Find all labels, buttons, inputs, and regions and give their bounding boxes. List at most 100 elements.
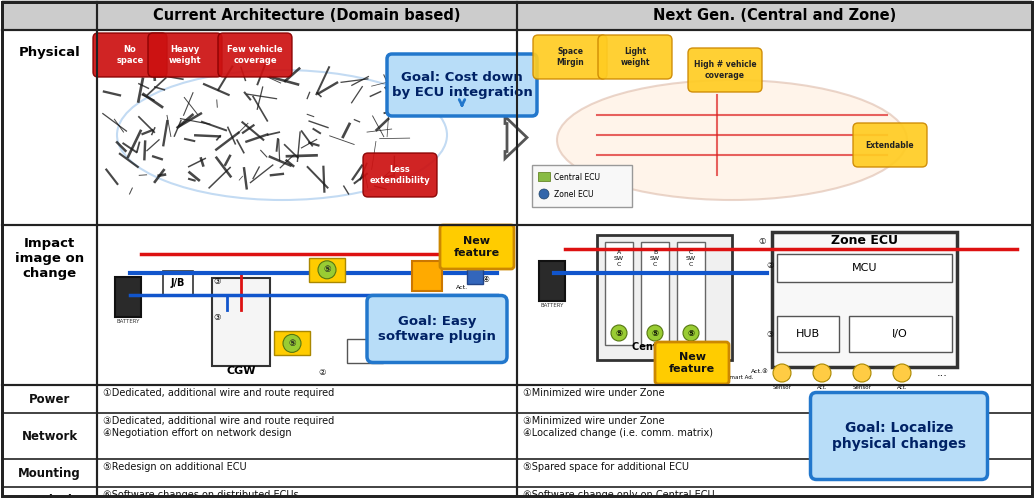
Text: Act.: Act.	[817, 384, 827, 389]
Text: Zone ECU: Zone ECU	[831, 234, 898, 247]
FancyBboxPatch shape	[533, 35, 607, 79]
FancyBboxPatch shape	[218, 33, 292, 77]
Circle shape	[813, 364, 831, 382]
Bar	[389, 331, 425, 356]
Text: ⑤: ⑤	[615, 329, 622, 338]
Bar	[2, 30, 1032, 225]
Circle shape	[318, 261, 336, 279]
Text: ①Minimized wire under Zone: ①Minimized wire under Zone	[523, 388, 665, 398]
Text: ③: ③	[213, 313, 220, 322]
FancyBboxPatch shape	[440, 225, 514, 269]
Text: ②: ②	[449, 325, 456, 334]
Bar	[539, 261, 565, 301]
Text: ②: ②	[485, 260, 493, 269]
Text: High # vehicle
coverage: High # vehicle coverage	[694, 60, 756, 80]
Circle shape	[539, 189, 549, 199]
Bar	[777, 254, 952, 282]
Text: CGW: CGW	[226, 366, 255, 376]
Text: Goal: Easy
software plugin: Goal: Easy software plugin	[378, 315, 496, 343]
FancyBboxPatch shape	[93, 33, 168, 77]
Bar	[2, 225, 1032, 385]
Bar	[347, 339, 383, 363]
FancyBboxPatch shape	[688, 48, 762, 92]
Text: New
feature: New feature	[669, 352, 716, 374]
Bar	[641, 242, 669, 345]
Bar	[597, 235, 732, 360]
FancyBboxPatch shape	[811, 392, 987, 480]
Text: Mounting: Mounting	[19, 467, 81, 480]
Text: Logical: Logical	[26, 494, 73, 498]
Bar	[115, 277, 141, 317]
FancyArrow shape	[505, 117, 527, 158]
Text: Current Architecture (Domain based): Current Architecture (Domain based)	[153, 7, 461, 22]
Text: Goal: Localize
physical changes: Goal: Localize physical changes	[832, 421, 966, 451]
Text: ⑤: ⑤	[688, 329, 695, 338]
Bar	[772, 232, 957, 367]
Text: Sensor: Sensor	[772, 384, 791, 389]
Bar	[467, 268, 483, 284]
Text: B
SW
C: B SW C	[650, 250, 660, 266]
Circle shape	[893, 364, 911, 382]
Circle shape	[773, 364, 791, 382]
Bar	[274, 331, 310, 356]
Text: Zonel ECU: Zonel ECU	[554, 190, 594, 199]
Text: ①Dedicated, additional wire and route required: ①Dedicated, additional wire and route re…	[103, 388, 334, 398]
Text: Next Gen. (Central and Zone): Next Gen. (Central and Zone)	[652, 7, 896, 22]
Text: Less
extendibility: Less extendibility	[370, 165, 430, 185]
Text: ②: ②	[318, 368, 326, 376]
Text: Network: Network	[22, 429, 78, 443]
Bar	[309, 258, 345, 282]
Text: Smart Ad.: Smart Ad.	[726, 375, 754, 380]
Bar	[212, 278, 270, 366]
Bar	[163, 271, 193, 295]
Text: ⑤Redesign on additional ECU: ⑤Redesign on additional ECU	[103, 462, 247, 472]
Text: C
SW
C: C SW C	[686, 250, 696, 266]
Text: A
SW
C: A SW C	[614, 250, 624, 266]
Text: ⑥Software changes on distributed ECUs: ⑥Software changes on distributed ECUs	[103, 490, 299, 498]
Text: BATTERY: BATTERY	[541, 303, 564, 308]
Text: ③: ③	[766, 330, 773, 339]
Text: Central ECU: Central ECU	[632, 342, 697, 352]
FancyBboxPatch shape	[387, 54, 537, 116]
Text: Act.: Act.	[896, 384, 907, 389]
Text: ③Minimized wire under Zone
④Localized change (i.e. comm. matrix): ③Minimized wire under Zone ④Localized ch…	[523, 416, 713, 438]
Text: BATTERY: BATTERY	[116, 319, 140, 324]
Text: ⑤: ⑤	[651, 329, 659, 338]
Circle shape	[398, 334, 416, 353]
Text: Light
weight: Light weight	[620, 47, 649, 67]
FancyBboxPatch shape	[598, 35, 672, 79]
Text: ⑤: ⑤	[324, 265, 331, 274]
Text: Goal: Cost down
by ECU integration: Goal: Cost down by ECU integration	[392, 71, 533, 99]
Bar	[2, 413, 1032, 459]
Bar	[412, 261, 442, 291]
Text: New
feature: New feature	[454, 236, 500, 258]
Circle shape	[683, 325, 699, 341]
Text: HUB: HUB	[796, 329, 820, 339]
Text: J/B: J/B	[171, 278, 185, 288]
Text: ③Dedicated, additional wire and route required
④Negotiation effort on network de: ③Dedicated, additional wire and route re…	[103, 416, 334, 438]
Text: Physical: Physical	[19, 46, 81, 59]
Text: Act.④: Act.④	[751, 369, 769, 374]
Text: ⑤: ⑤	[403, 339, 410, 348]
Circle shape	[853, 364, 871, 382]
Bar	[2, 385, 1032, 413]
Text: No
space: No space	[117, 45, 144, 65]
Text: ①: ①	[485, 241, 493, 250]
Text: MCU: MCU	[852, 263, 877, 273]
Text: ④: ④	[482, 275, 489, 284]
Text: ③: ③	[213, 276, 220, 285]
Text: ...: ...	[937, 368, 947, 378]
Text: I/O: I/O	[892, 329, 908, 339]
FancyBboxPatch shape	[363, 153, 437, 197]
Text: ⑤Spared space for additional ECU: ⑤Spared space for additional ECU	[523, 462, 689, 472]
Bar	[2, 487, 1032, 498]
Bar	[2, 0, 1032, 30]
FancyBboxPatch shape	[148, 33, 222, 77]
Text: Sensor: Sensor	[853, 384, 872, 389]
Bar	[677, 242, 705, 345]
Bar	[849, 316, 952, 352]
Text: Act.: Act.	[456, 285, 468, 290]
FancyBboxPatch shape	[367, 295, 507, 363]
FancyBboxPatch shape	[853, 123, 927, 167]
Text: Space
Mirgin: Space Mirgin	[556, 47, 584, 67]
